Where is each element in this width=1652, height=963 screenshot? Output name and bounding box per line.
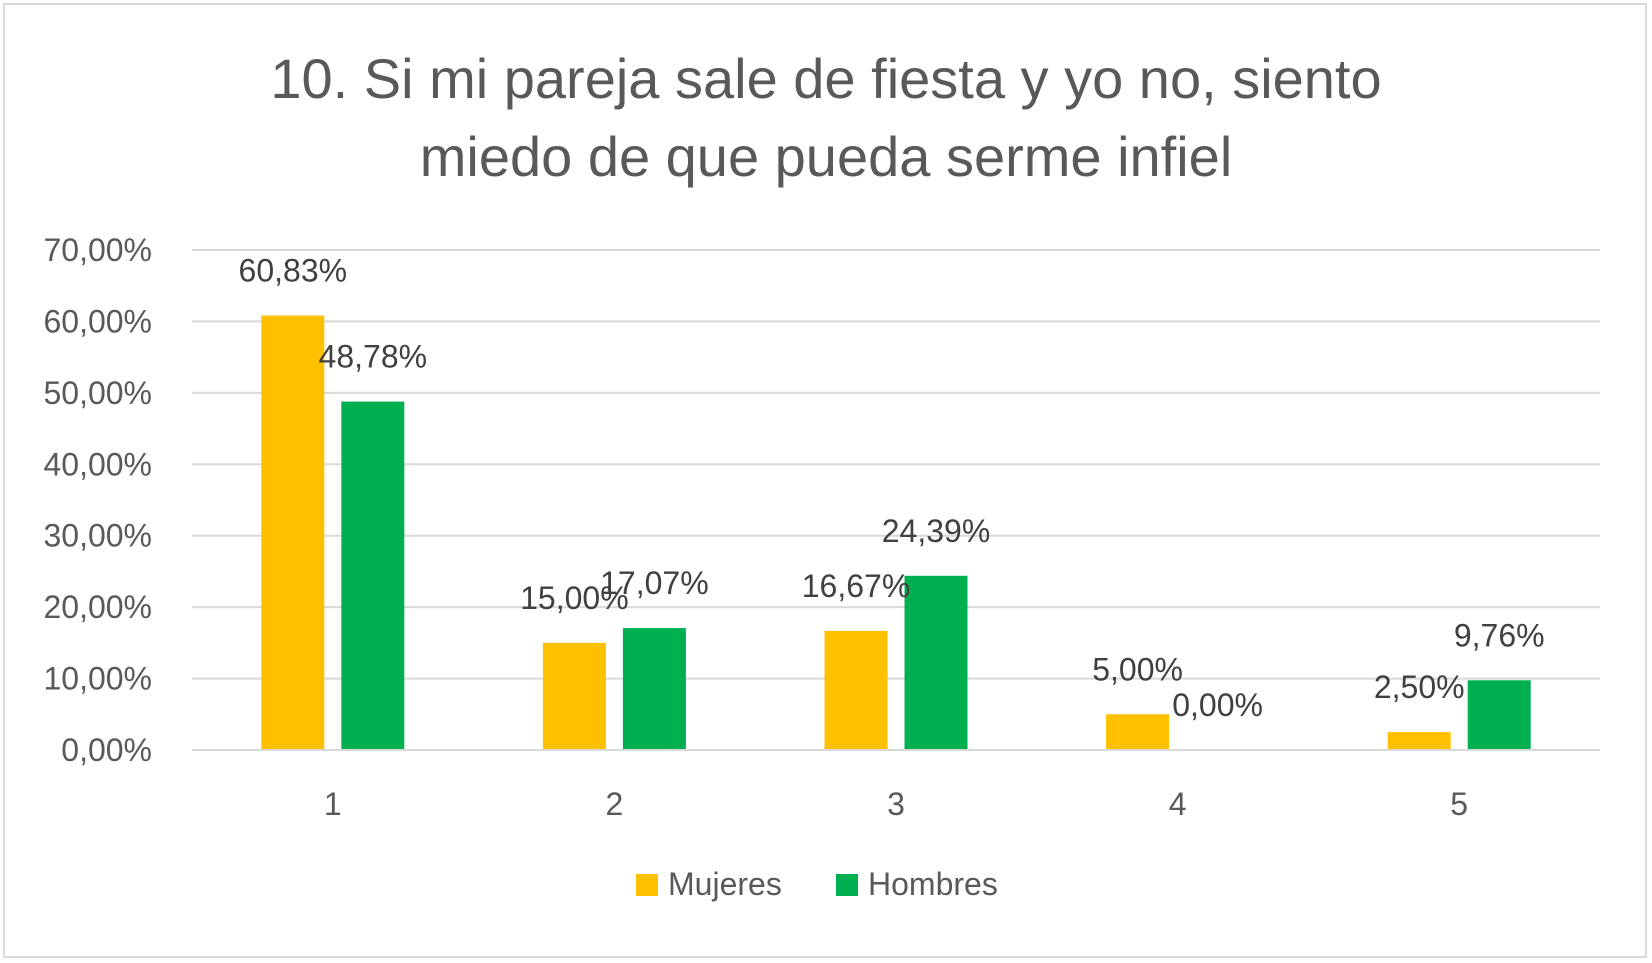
x-tick-label-3: 3 <box>887 786 905 822</box>
data-label-mujeres-3: 16,67% <box>802 568 911 604</box>
bar-mujeres-2 <box>542 642 606 750</box>
legend-swatch-mujeres <box>636 874 658 896</box>
legend-swatch-hombres <box>836 874 858 896</box>
data-label-mujeres-1: 60,83% <box>239 253 348 289</box>
bars <box>261 315 1531 750</box>
x-tick-label-2: 2 <box>606 786 624 822</box>
x-tick-label-1: 1 <box>324 786 342 822</box>
bar-hombres-2 <box>622 628 686 750</box>
chart-title-line-1: 10. Si mi pareja sale de fiesta y yo no,… <box>270 47 1381 110</box>
data-labels: 60,83% 48,78% 15,00%17,07% 16,67% 24,39% 5,00… <box>239 253 1545 724</box>
bar-hombres-5 <box>1467 680 1531 750</box>
legend-label-hombres: Hombres <box>868 866 998 902</box>
bar-hombres-1 <box>341 401 405 750</box>
y-tick-label-7: 70,00% <box>43 232 152 268</box>
x-tick-label-4: 4 <box>1169 786 1187 822</box>
y-tick-label-3: 30,00% <box>43 518 152 554</box>
gridlines <box>192 249 1600 680</box>
bar-mujeres-5 <box>1387 732 1451 750</box>
y-tick-label-5: 50,00% <box>43 375 152 411</box>
y-tick-label-2: 20,00% <box>43 589 152 625</box>
data-label-hombres-4: 0,00% <box>1172 687 1263 723</box>
x-tick-label-5: 5 <box>1450 786 1468 822</box>
chart-title-line-2: miedo de que pueda serme infiel <box>420 125 1233 188</box>
data-label-mujeres-4: 5,00% <box>1092 651 1183 687</box>
x-axis-tick-labels: 1 2 3 4 5 <box>324 786 1468 822</box>
y-tick-label-1: 10,00% <box>43 661 152 697</box>
data-label-hombres-5: 9,76% <box>1454 617 1545 653</box>
y-tick-label-0: 0,00% <box>61 732 152 768</box>
y-tick-label-4: 40,00% <box>43 446 152 482</box>
bar-hombres-3 <box>904 575 968 750</box>
y-axis-tick-labels: 0,00% 10,00% 20,00% 30,00% 40,00% 50,00% 60,00… <box>43 232 152 768</box>
bar-mujeres-1 <box>261 315 325 750</box>
data-label-hombres-1: 48,78% <box>319 339 428 375</box>
data-label-hombres-3: 24,39% <box>882 513 991 549</box>
legend: Mujeres Hombres <box>636 866 998 902</box>
bar-mujeres-4 <box>1106 714 1170 750</box>
chart-title: 10. Si mi pareja sale de fiesta y yo no,… <box>270 47 1381 188</box>
data-label-hombres-2: 17,07% <box>600 565 709 601</box>
data-label-mujeres-5: 2,50% <box>1374 669 1465 705</box>
y-tick-label-6: 60,00% <box>43 303 152 339</box>
bar-mujeres-3 <box>824 630 888 750</box>
legend-label-mujeres: Mujeres <box>668 866 782 902</box>
data-label-mujeres-2: 15,00% <box>520 580 629 616</box>
